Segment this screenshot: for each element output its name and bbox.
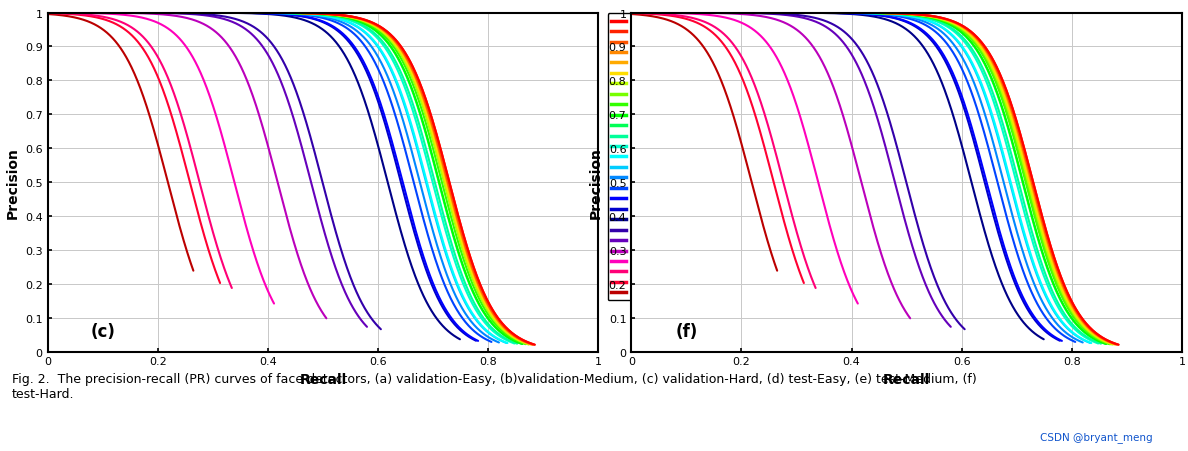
- Text: Fig. 2.  The precision-recall (PR) curves of face detectors, (a) validation-Easy: Fig. 2. The precision-recall (PR) curves…: [12, 372, 977, 400]
- Legend: DFS-0.912, PyramidBox++-0.912, ISRN-0.909, YOLOv5l6-Face-0.908, VIM-FD-0.907, DS: DFS-0.912, PyramidBox++-0.912, ISRN-0.90…: [608, 14, 756, 301]
- Text: CSDN @bryant_meng: CSDN @bryant_meng: [1040, 431, 1152, 442]
- Y-axis label: Precision: Precision: [6, 147, 19, 219]
- Text: (c): (c): [90, 322, 115, 341]
- Text: (f): (f): [675, 322, 697, 341]
- X-axis label: Recall: Recall: [299, 372, 347, 386]
- X-axis label: Recall: Recall: [883, 372, 930, 386]
- Y-axis label: Precision: Precision: [589, 147, 604, 219]
